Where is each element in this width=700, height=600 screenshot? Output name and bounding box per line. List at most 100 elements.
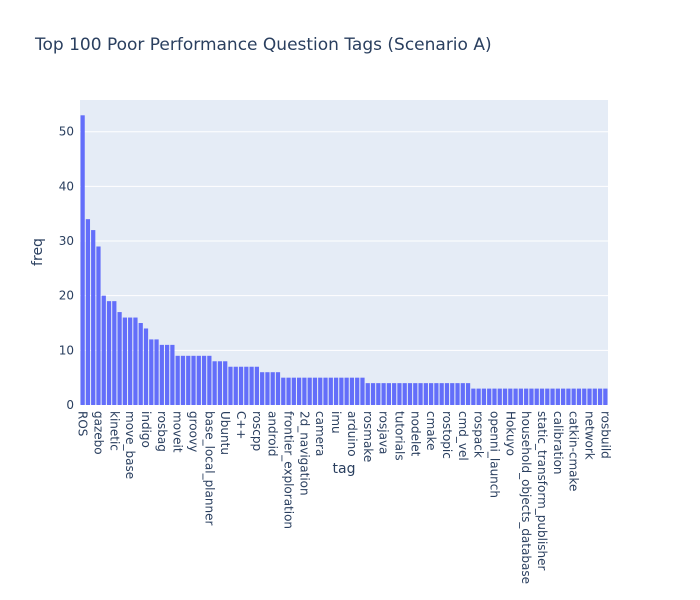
bar <box>254 366 259 405</box>
bar <box>513 388 518 405</box>
bar <box>333 377 339 405</box>
bar <box>133 317 138 405</box>
chart-title: Top 100 Poor Performance Question Tags (… <box>34 35 492 55</box>
bar <box>481 388 487 405</box>
bar <box>122 317 127 405</box>
bar <box>592 388 597 405</box>
x-tick-label: Ubuntu <box>218 411 232 455</box>
x-tick-label: arduino <box>345 411 359 457</box>
bar <box>112 301 117 405</box>
bar <box>555 388 560 405</box>
x-tick-label: 2d_navigation <box>297 411 311 496</box>
x-tick-label: openni_launch <box>487 411 501 498</box>
bar <box>370 383 376 405</box>
x-tick-label: ROS <box>76 411 90 436</box>
bar <box>328 377 333 405</box>
bar <box>260 372 265 405</box>
bar <box>165 344 170 405</box>
bar <box>265 372 270 405</box>
y-axis-title: freq <box>30 238 46 266</box>
bar <box>471 388 476 405</box>
y-tick-label: 30 <box>59 234 74 248</box>
x-tick-label: cmake <box>424 411 438 451</box>
bar <box>455 383 460 405</box>
bar <box>407 383 413 405</box>
bar <box>402 383 407 405</box>
bar <box>238 366 244 405</box>
bar <box>434 383 439 405</box>
bar <box>159 344 164 405</box>
bar <box>386 383 391 405</box>
bar <box>223 361 228 405</box>
bar <box>207 355 212 405</box>
x-tick-label: tutorials <box>392 411 406 461</box>
bar <box>444 383 450 405</box>
x-tick-label: rosbag <box>155 411 169 452</box>
bar <box>360 377 365 405</box>
x-tick-label: rosmake <box>361 411 375 462</box>
bar <box>323 377 328 405</box>
bar <box>344 377 349 405</box>
bar <box>497 388 502 405</box>
y-tick-label: 10 <box>59 343 74 357</box>
bar <box>291 377 296 405</box>
x-tick-label: roscpp <box>250 411 264 451</box>
x-tick-label: Hokuyo <box>503 411 517 456</box>
bar <box>450 383 455 405</box>
bar <box>175 355 180 405</box>
bar <box>365 383 370 405</box>
x-tick-label: camera <box>313 411 327 456</box>
bar <box>381 383 386 405</box>
bar <box>233 366 238 405</box>
x-tick-label: indigo <box>139 411 153 448</box>
x-tick-label: C++ <box>234 411 248 440</box>
bar <box>550 388 555 405</box>
bar <box>275 372 281 405</box>
bar <box>397 383 402 405</box>
x-tick-label: household_objects_database <box>519 411 533 584</box>
bar <box>154 339 159 405</box>
bar <box>138 323 143 405</box>
bar <box>587 388 592 405</box>
bar <box>96 246 101 405</box>
bar <box>492 388 497 405</box>
x-tick-label: static_transform_publisher <box>535 411 549 571</box>
bar <box>143 328 149 405</box>
bar <box>539 388 545 405</box>
x-tick-label: calibration <box>551 411 565 475</box>
bar <box>576 388 582 405</box>
x-axis-title: tag <box>333 461 356 477</box>
bar <box>545 388 550 405</box>
x-tick-label: network <box>583 411 597 460</box>
bar <box>85 219 91 405</box>
bar <box>534 388 539 405</box>
bar <box>529 388 534 405</box>
bar <box>603 388 608 405</box>
bar <box>439 383 444 405</box>
x-tick-label: rostopic <box>440 411 454 459</box>
x-tick-label: base_local_planner <box>202 411 216 525</box>
bar <box>228 366 233 405</box>
y-tick-label: 40 <box>59 179 74 193</box>
bar <box>476 388 481 405</box>
bar <box>117 312 122 405</box>
x-tick-label: catkin-cmake <box>567 411 581 491</box>
y-tick-label: 20 <box>59 289 74 303</box>
bar <box>297 377 302 405</box>
bar <box>302 377 307 405</box>
bar <box>487 388 492 405</box>
x-tick-label: imu <box>329 411 343 434</box>
bar <box>524 388 529 405</box>
bar <box>149 339 154 405</box>
y-tick-label: 0 <box>66 398 74 412</box>
bar <box>508 388 513 405</box>
bar <box>566 388 571 405</box>
bar <box>307 377 312 405</box>
bar <box>101 295 106 405</box>
bar <box>429 383 434 405</box>
x-tick-label: frontier_exploration <box>282 411 296 529</box>
bar <box>597 388 603 405</box>
x-tick-label: groovy <box>187 411 201 452</box>
x-tick-label: gazebo <box>91 411 105 455</box>
